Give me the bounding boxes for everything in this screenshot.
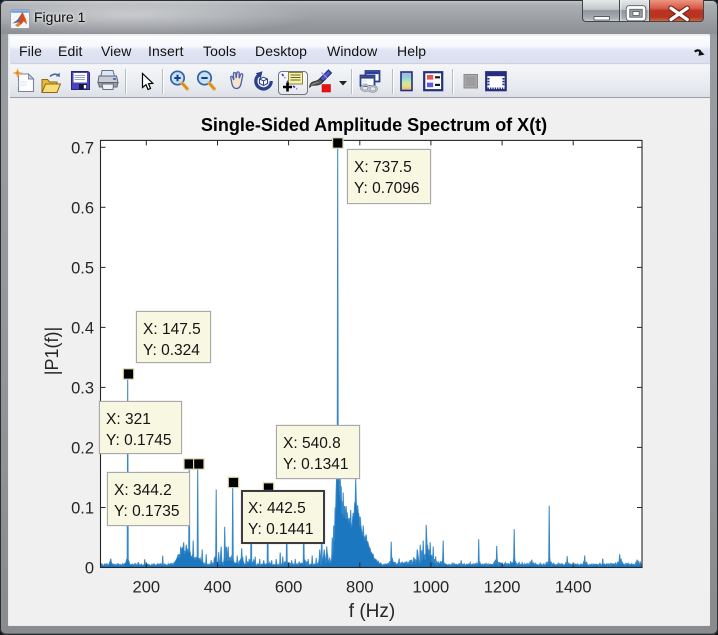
- svg-text:1200: 1200: [484, 579, 521, 597]
- svg-text:0.3: 0.3: [71, 379, 94, 397]
- svg-text:|P1(f)|: |P1(f)|: [42, 327, 62, 375]
- svg-text:1400: 1400: [555, 579, 592, 597]
- svg-text:0: 0: [85, 560, 94, 578]
- svg-text:800: 800: [346, 579, 374, 597]
- svg-text:1000: 1000: [413, 579, 450, 597]
- svg-text:f (Hz): f (Hz): [349, 601, 395, 622]
- svg-text:400: 400: [204, 579, 232, 597]
- svg-text:0.7: 0.7: [71, 139, 94, 157]
- svg-text:0.6: 0.6: [71, 199, 94, 217]
- svg-text:600: 600: [275, 579, 303, 597]
- svg-text:200: 200: [133, 579, 161, 597]
- svg-text:Single-Sided Amplitude Spectru: Single-Sided Amplitude Spectrum of X(t): [201, 115, 547, 135]
- svg-text:0.2: 0.2: [71, 439, 94, 457]
- svg-text:0.4: 0.4: [71, 319, 94, 337]
- svg-text:0.1: 0.1: [71, 500, 94, 518]
- svg-text:0.5: 0.5: [71, 259, 94, 277]
